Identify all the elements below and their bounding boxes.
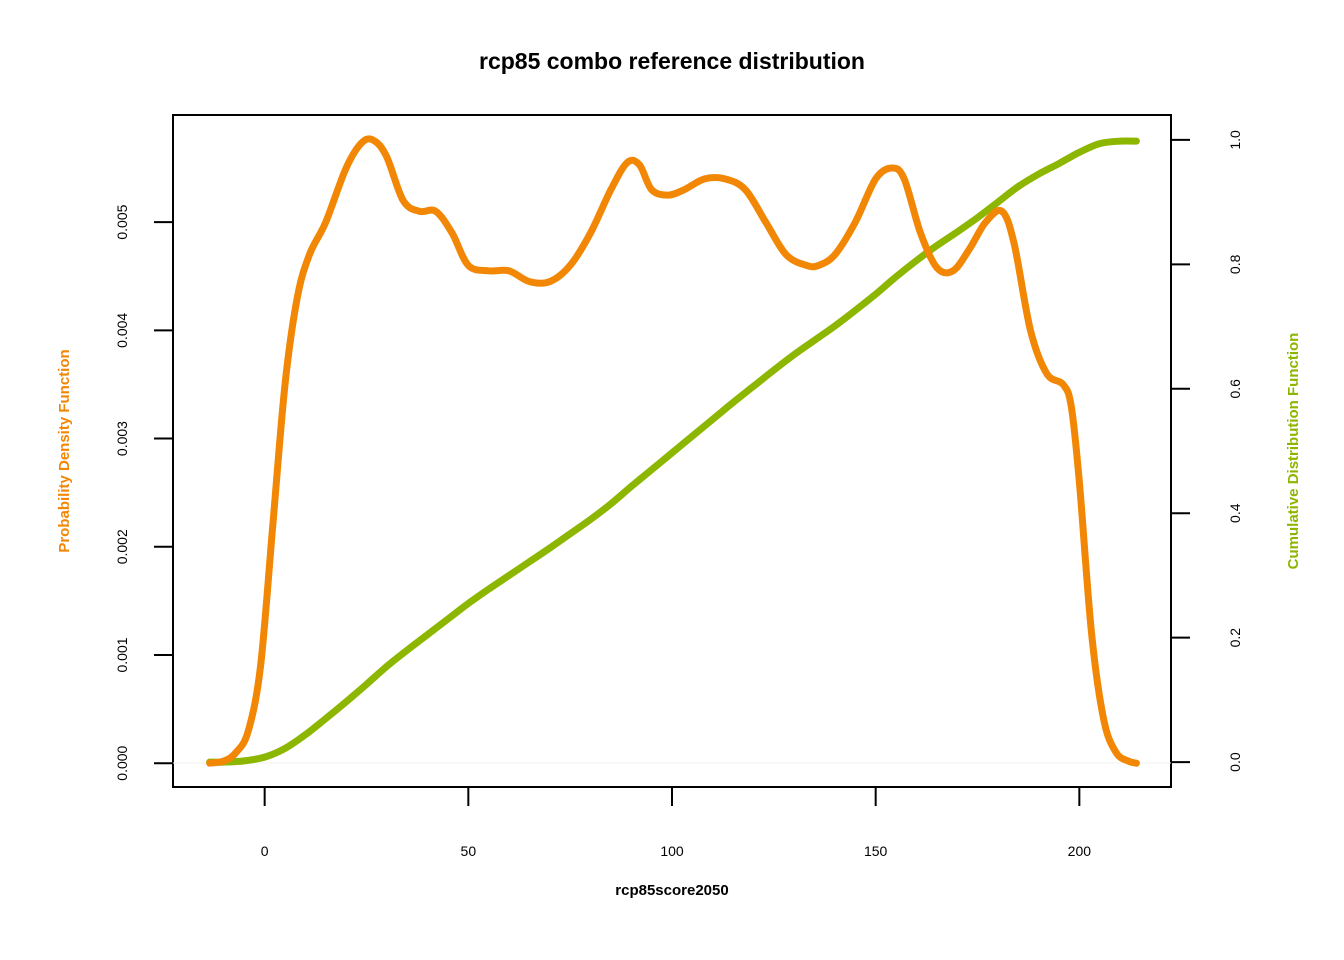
x-tick-label: 50 <box>461 843 477 859</box>
y-left-tick-label: 0.001 <box>114 637 130 672</box>
y-axis-left-label: Probability Density Function <box>56 349 73 552</box>
cdf-series-line <box>206 137 1140 766</box>
y-left-tick-label: 0.003 <box>114 421 130 456</box>
y-left-tick-label: 0.002 <box>114 529 130 564</box>
y-right-tick-label: 0.6 <box>1227 379 1243 399</box>
y-axis-right-label: Cumulative Distribution Function <box>1285 333 1302 570</box>
y-right-tick-label: 0.2 <box>1227 628 1243 648</box>
y-right-tick-label: 1.0 <box>1227 130 1243 150</box>
x-tick-label: 0 <box>261 843 269 859</box>
y-left-tick-label: 0.004 <box>114 313 130 348</box>
y-left-tick-label: 0.005 <box>114 204 130 239</box>
y-left-tick-label: 0.000 <box>114 745 130 780</box>
y-right-tick-label: 0.0 <box>1227 752 1243 772</box>
x-tick-label: 150 <box>864 843 888 859</box>
y-axis-right: 0.0 0.2 0.4 0.6 0.8 1.0 <box>1171 130 1243 772</box>
y-right-tick-label: 0.8 <box>1227 254 1243 274</box>
x-tick-label: 200 <box>1068 843 1092 859</box>
y-right-tick-label: 0.4 <box>1227 503 1243 523</box>
chart-title: rcp85 combo reference distribution <box>479 48 865 74</box>
y-axis-left: 0.000 0.001 0.002 0.003 0.004 0.005 <box>114 204 173 781</box>
x-tick-label: 100 <box>660 843 684 859</box>
x-axis: 0 50 100 150 200 <box>261 787 1091 859</box>
x-axis-label: rcp85score2050 <box>615 882 728 899</box>
pdf-series-line <box>206 135 1140 767</box>
